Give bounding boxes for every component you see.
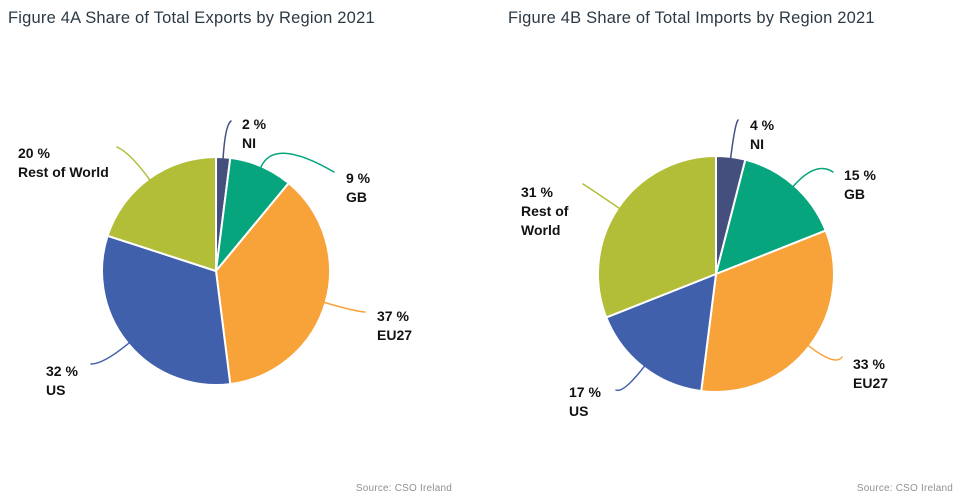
leader-line-ni (222, 120, 232, 159)
slice-label-rest-of-world: 31 % Rest of World (521, 184, 569, 238)
leader-line-gb (792, 167, 834, 187)
figure-4a-title: Figure 4A Share of Total Exports by Regi… (8, 9, 375, 27)
leader-line-rest-of-world (116, 146, 151, 181)
figure-4b-panel: Figure 4B Share of Total Imports by Regi… (478, 0, 956, 501)
leader-line-us (90, 342, 130, 365)
slice-label-eu27: 37 % EU27 (377, 308, 412, 343)
figure-4b-pie-chart: 4 % NI 15 % GB 33 % EU27 17 % US 31 % Rest of Worl… (521, 117, 888, 419)
slice-label-eu27: 33 % EU27 (853, 356, 888, 391)
leader-line-gb (260, 152, 335, 173)
figure-4b-source: Source: CSO Ireland (856, 483, 953, 494)
leader-line-eu27 (323, 301, 366, 313)
leader-line-ni (729, 119, 739, 159)
slice-label-ni: 2 % NI (242, 116, 267, 151)
slice-label-gb: 9 % GB (346, 170, 371, 205)
slice-label-rest-of-world: 20 % Rest of World (18, 145, 109, 180)
slice-label-ni: 4 % NI (750, 117, 775, 152)
figure-4a-pie-chart: 2 % NI 9 % GB 37 % EU27 32 % US 20 % Rest of Worl… (18, 116, 412, 398)
slice-label-us: 17 % US (569, 384, 601, 419)
figure-4a-source: Source: CSO Ireland (355, 483, 452, 494)
leader-line-us (615, 365, 646, 392)
figure-4b-title: Figure 4B Share of Total Imports by Regi… (508, 9, 875, 27)
leader-line-rest-of-world (582, 183, 620, 209)
slice-label-us: 32 % US (46, 363, 78, 398)
leader-line-eu27 (807, 344, 843, 361)
slice-label-gb: 15 % GB (844, 167, 876, 202)
figure-4a-panel: Figure 4A Share of Total Exports by Regi… (8, 9, 452, 494)
